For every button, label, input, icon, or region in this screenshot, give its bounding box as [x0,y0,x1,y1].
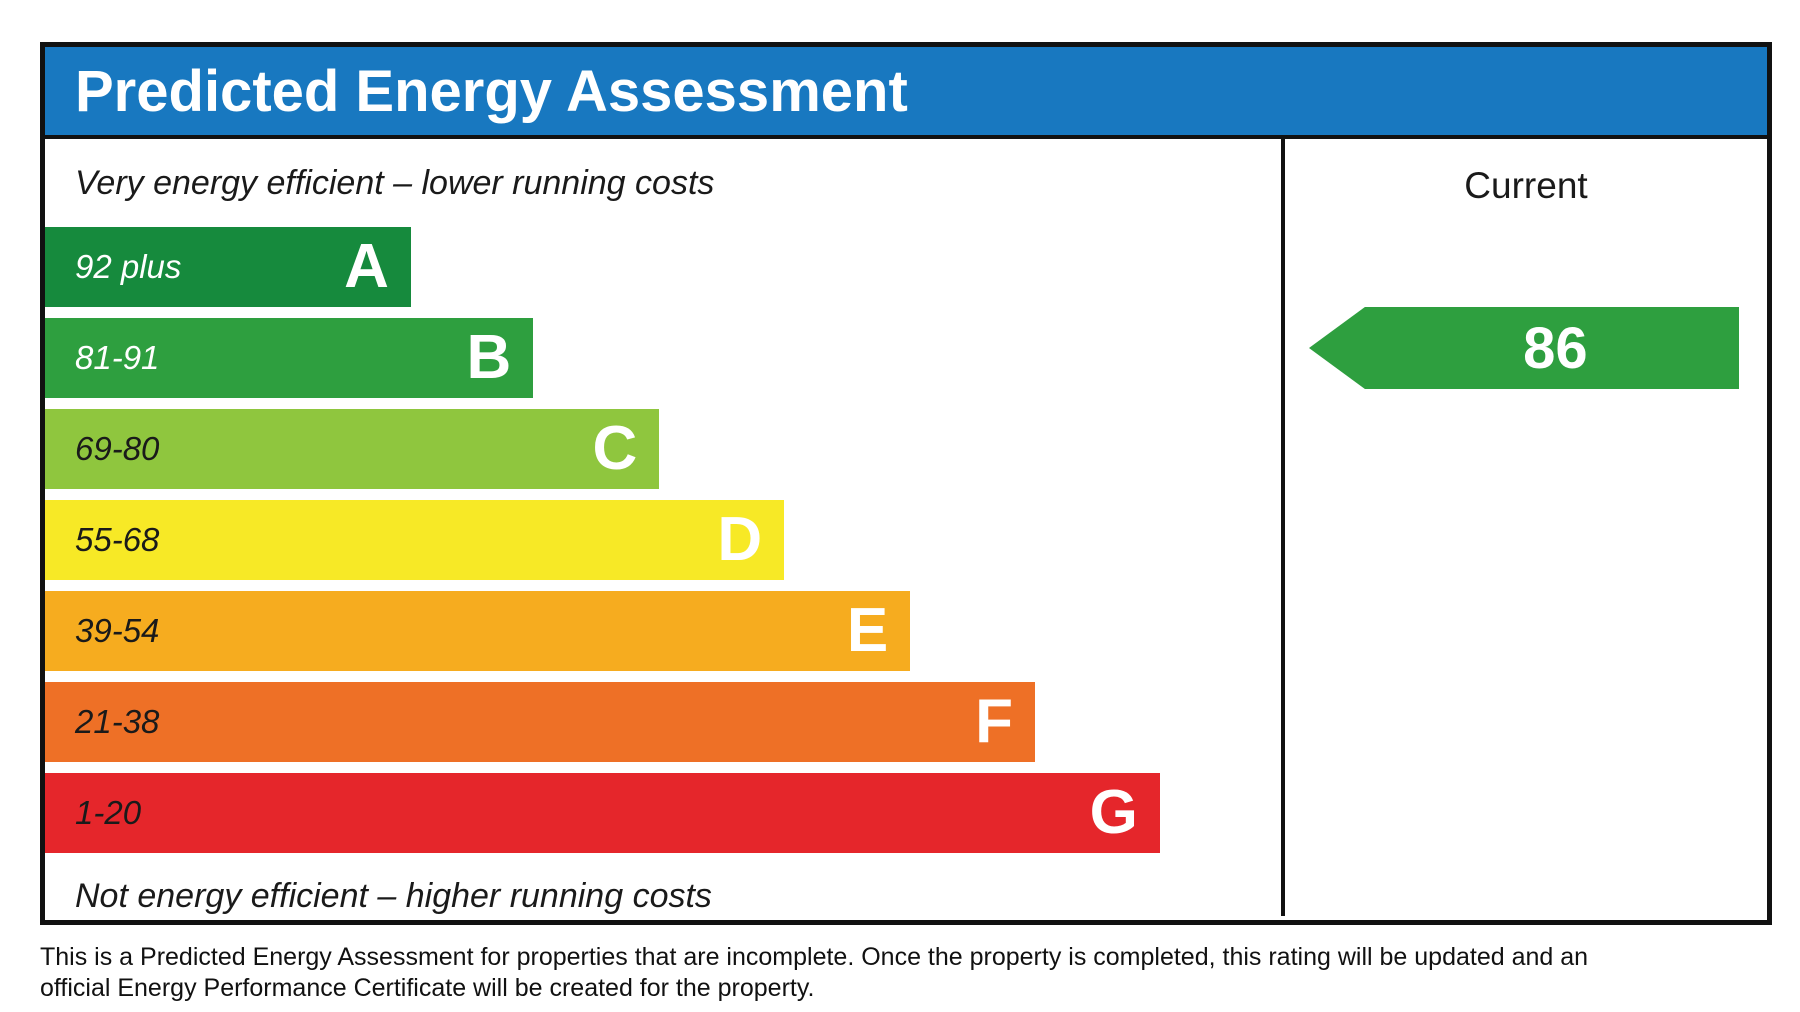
page-title: Predicted Energy Assessment [75,58,908,124]
footnote: This is a Predicted Energy Assessment fo… [40,942,1588,1005]
footnote-line-1: This is a Predicted Energy Assessment fo… [40,943,1589,971]
band-row-c: 69-80 C [45,409,660,489]
header: Predicted Energy Assessment [45,47,1767,139]
band-letter: E [846,596,889,665]
band-row-f: 21-38 F [45,682,1036,762]
band-range-label: 1-20 [75,794,142,831]
band-row-a: 92 plus A [45,227,411,307]
band-range-label: 55-68 [75,521,160,558]
band-range-label: 69-80 [75,430,160,467]
current-rating-arrow: 86 [1309,307,1739,389]
band-row-g: 1-20 G [45,773,1160,853]
band-letter: G [1089,778,1138,847]
band-letter: D [717,505,763,574]
band-row-b: 81-91 B [45,318,534,398]
band-range-label: 39-54 [75,612,160,649]
footnote-line-2: official Energy Performance Certificate … [40,974,815,1003]
band-letter: A [344,232,389,301]
band-row-d: 55-68 D [45,500,785,580]
band-letter: C [592,414,638,483]
rating-chart: Very energy efficient – lower running co… [45,139,1285,916]
band-range-label: 81-91 [75,339,160,376]
certificate-box: Predicted Energy Assessment Very energy … [40,42,1772,925]
current-column: Current 86 [1285,139,1767,916]
band-letter: F [975,687,1014,756]
band-range-label: 21-38 [75,703,160,740]
bottom-caption: Not energy efficient – higher running co… [75,876,712,915]
top-caption: Very energy efficient – lower running co… [75,163,715,202]
body: Very energy efficient – lower running co… [45,139,1767,916]
current-column-header: Current [1464,165,1588,206]
current-rating-value: 86 [1523,315,1588,381]
band-row-e: 39-54 E [45,591,911,671]
band-letter: B [466,323,512,392]
rating-bands: 92 plus A 81-91 B 69-80 C 55-68 D [45,227,1281,853]
band-range-label: 92 plus [75,248,182,285]
